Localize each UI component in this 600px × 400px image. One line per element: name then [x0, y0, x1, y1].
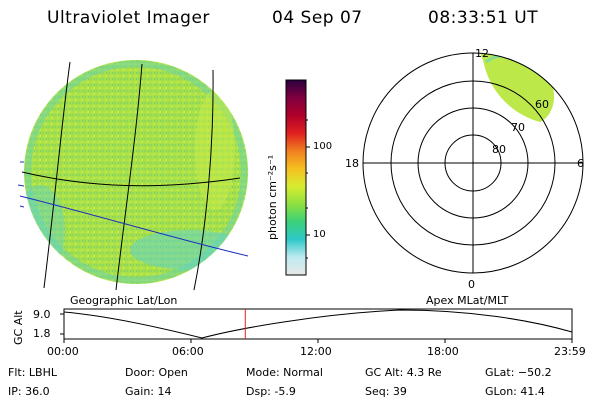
mlt-label-18: 18 — [345, 157, 359, 170]
colorbar — [285, 79, 310, 276]
left-panel-caption: Geographic Lat/Lon — [70, 294, 178, 307]
status-filter: Flt: LBHL — [8, 366, 57, 379]
lon-line-3 — [193, 69, 214, 291]
edge-ticks — [17, 161, 25, 208]
timeline-ylabel: GC Alt — [12, 310, 25, 345]
timeline-ytick-top: 9.0 — [33, 308, 51, 321]
status-dsp: Dsp: -5.9 — [246, 385, 296, 398]
lon-line-2 — [115, 63, 143, 291]
timeline-xtick-0: 00:00 — [47, 345, 79, 358]
earth-disk-image — [17, 60, 249, 291]
status-gain: Gain: 14 — [125, 385, 172, 398]
status-glon: GLon: 41.4 — [485, 385, 545, 398]
timeline-ytick-bottom: 1.8 — [33, 327, 51, 340]
colorbar-tick-100-label: 100 — [313, 141, 333, 152]
colorbar-bar — [285, 79, 307, 276]
instrument-title: Ultraviolet Imager — [47, 8, 210, 28]
status-gc-alt: GC Alt: 4.3 Re — [365, 366, 442, 379]
polar-grid — [362, 52, 584, 274]
mlt-label-6: 6 — [577, 157, 584, 170]
lat-line-blue — [19, 195, 249, 257]
altitude-curve — [63, 309, 573, 339]
disk-limb — [25, 61, 247, 283]
mlat-label-70: 70 — [511, 121, 525, 134]
lat-line-1 — [21, 171, 241, 187]
mlt-label-0: 0 — [468, 278, 475, 291]
geo-grid-lines — [21, 61, 241, 291]
mlat-label-80: 80 — [492, 143, 506, 156]
status-door: Door: Open — [125, 366, 188, 379]
status-glat: GLat: −50.2 — [485, 366, 552, 379]
status-mode: Mode: Normal — [246, 366, 323, 379]
timeline-xtick-4: 23:59 — [554, 345, 586, 358]
image-date: 04 Sep 07 — [272, 8, 363, 28]
polar-plot — [362, 52, 584, 274]
timeline-xtick-3: 18:00 — [427, 345, 459, 358]
mlt-label-12: 12 — [475, 47, 489, 60]
mlat-label-60: 60 — [535, 98, 549, 111]
right-panel-caption: Apex MLat/MLT — [426, 294, 509, 307]
altitude-timeline — [60, 308, 573, 343]
disk-emission — [24, 60, 248, 284]
timeline-xtick-1: 06:00 — [172, 345, 204, 358]
colorbar-unit-label: photon cm⁻²s⁻¹ — [266, 154, 279, 240]
colorbar-tick-10-label: 10 — [313, 229, 326, 240]
status-ip: IP: 36.0 — [8, 385, 50, 398]
timeline-xtick-2: 12:00 — [300, 345, 332, 358]
image-time: 08:33:51 UT — [428, 8, 539, 28]
timeline-ticks — [63, 339, 573, 343]
lon-line-1 — [43, 61, 71, 289]
status-seq: Seq: 39 — [365, 385, 407, 398]
